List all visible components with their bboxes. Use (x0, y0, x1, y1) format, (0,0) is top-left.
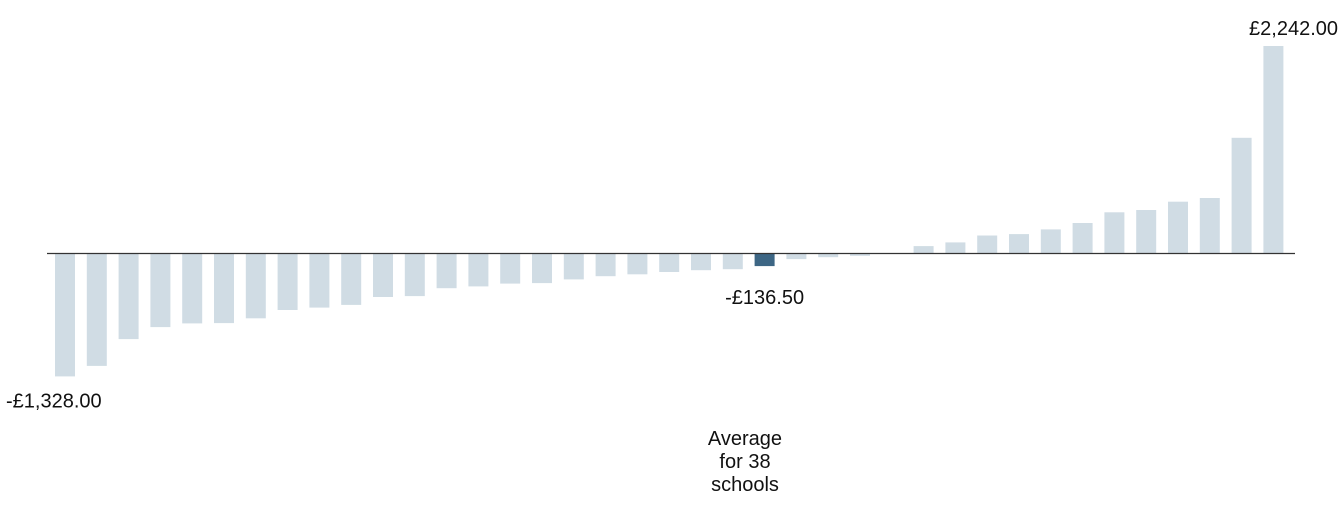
school-bar (1040, 229, 1061, 254)
school-bar (214, 253, 234, 324)
school-bar (1072, 223, 1093, 254)
school-bar (1199, 198, 1220, 254)
annotation-line-1: Average (707, 428, 783, 450)
school-bar (245, 253, 266, 319)
school-bar (1104, 212, 1125, 254)
school-bar (118, 253, 139, 340)
school-bar (1231, 137, 1252, 254)
school-bar (86, 253, 107, 366)
annotation-line-3: schools (711, 474, 779, 496)
min-value-label: -£1,328.00 (6, 390, 102, 412)
school-bar (436, 253, 457, 289)
school-bar (55, 253, 75, 377)
school-bar (1263, 46, 1284, 254)
school-bar (341, 253, 362, 305)
school-bar (691, 253, 711, 271)
school-bar (563, 253, 584, 280)
school-bar (595, 253, 616, 277)
school-bar (1136, 210, 1157, 254)
school-bar (277, 253, 298, 310)
school-bar (373, 253, 393, 297)
school-bar (309, 253, 330, 308)
school-bar (404, 253, 425, 297)
school-bar (532, 253, 552, 284)
bars-group (55, 46, 1284, 377)
max-value-label: £2,242.00 (1249, 18, 1338, 40)
school-bar (468, 253, 489, 287)
school-bar (913, 246, 934, 254)
school-bar (786, 253, 807, 260)
school-bar (182, 253, 203, 324)
school-bar (850, 253, 870, 256)
school-bar (945, 242, 966, 254)
annotation-line-2: for 38 (719, 451, 771, 473)
school-bar (1009, 234, 1029, 254)
school-bar (150, 253, 171, 328)
school-bar (500, 253, 521, 284)
school-bar (977, 235, 998, 254)
school-bar (659, 253, 680, 272)
school-bar (1168, 201, 1188, 254)
average-annotation: Average for 38 schools (690, 428, 800, 497)
average-bar (754, 253, 775, 267)
school-bar (818, 253, 839, 258)
school-bar (627, 253, 648, 275)
average-value-label: -£136.50 (725, 287, 804, 309)
school-bar (722, 253, 743, 270)
